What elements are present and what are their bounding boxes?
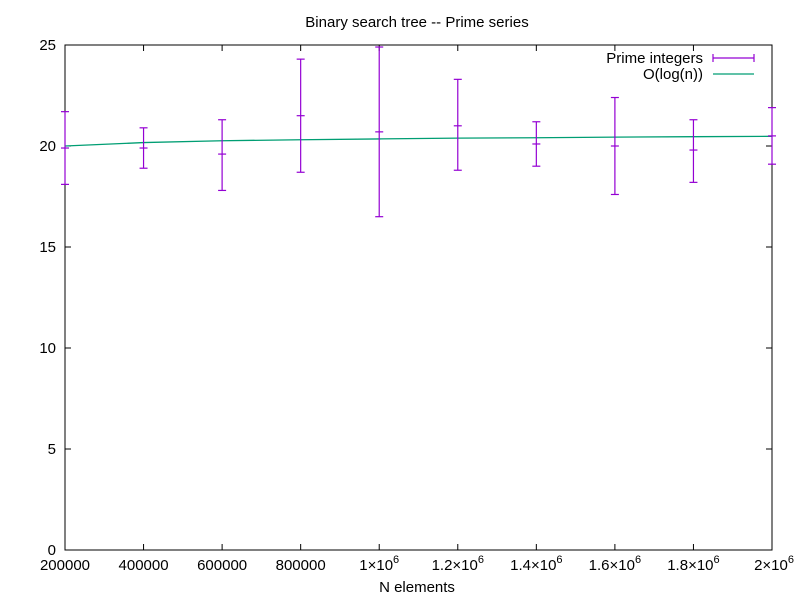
plot-frame — [64, 44, 773, 551]
y-tick-label: 15 — [39, 239, 56, 256]
x-axis-label: N elements — [379, 579, 455, 596]
x-tick-label-exponent: 6 — [635, 554, 641, 566]
x-tick-label-exponent: 6 — [556, 554, 562, 566]
errorbar-point — [218, 119, 227, 192]
log-n-line — [64, 135, 773, 147]
x-tick-label: 2×106 — [754, 554, 794, 574]
y-tick-label: 25 — [39, 37, 56, 54]
x-tick-label-base: 200000 — [40, 557, 90, 574]
errorbar-point — [296, 58, 305, 173]
x-tick-label-base: 400000 — [119, 557, 169, 574]
log-n-series — [64, 135, 773, 147]
y-tick-label: 5 — [48, 441, 56, 458]
x-tick-label: 400000 — [119, 557, 169, 574]
errorbar-point — [375, 46, 384, 218]
prime-integers-series — [61, 46, 776, 218]
errorbar-point — [532, 121, 541, 167]
x-tick-label-exponent: 6 — [714, 554, 720, 566]
x-tick-label: 1×106 — [359, 554, 399, 574]
x-tick-label-base: 1.8×10 — [667, 557, 713, 574]
chart-title: Binary search tree -- Prime series — [305, 14, 528, 31]
y-tick-label: 20 — [39, 138, 56, 155]
x-tick-label: 1.2×106 — [432, 554, 484, 574]
errorbar-point — [768, 107, 776, 165]
x-tick-label: 1.8×106 — [667, 554, 719, 574]
x-tick-label: 800000 — [276, 557, 326, 574]
y-tick-label: 10 — [39, 340, 56, 357]
x-tick-label-exponent: 6 — [393, 554, 399, 566]
x-tick-label-base: 1.4×10 — [510, 557, 556, 574]
x-tick-label-exponent: 6 — [788, 554, 794, 566]
x-tick-label-base: 1.6×10 — [589, 557, 635, 574]
x-tick-label-base: 1×10 — [359, 557, 393, 574]
errorbar-point — [689, 119, 698, 183]
x-tick-label: 600000 — [197, 557, 247, 574]
legend-label-prime: Prime integers — [606, 50, 703, 67]
errorbar-point — [139, 127, 148, 169]
x-tick-label-base: 800000 — [276, 557, 326, 574]
x-tick-label-exponent: 6 — [478, 554, 484, 566]
y-tick-label: 0 — [48, 542, 56, 559]
legend-label-log-n: O(log(n)) — [643, 66, 703, 83]
x-axis: 200000 400000 600000 800000 1×106 1.2×106 1.4×… — [40, 45, 794, 574]
x-tick-label: 200000 — [40, 557, 90, 574]
x-tick-label: 1.6×106 — [589, 554, 641, 574]
x-tick-label-base: 1.2×10 — [432, 557, 478, 574]
y-axis: 0 5 10 15 20 25 — [39, 37, 772, 559]
x-tick-label-base: 600000 — [197, 557, 247, 574]
x-tick-label-base: 2×10 — [754, 557, 788, 574]
x-tick-label: 1.4×106 — [510, 554, 562, 574]
errorbar-point — [61, 111, 69, 185]
errorbar-point — [453, 78, 462, 171]
errorbar-point — [610, 96, 619, 196]
